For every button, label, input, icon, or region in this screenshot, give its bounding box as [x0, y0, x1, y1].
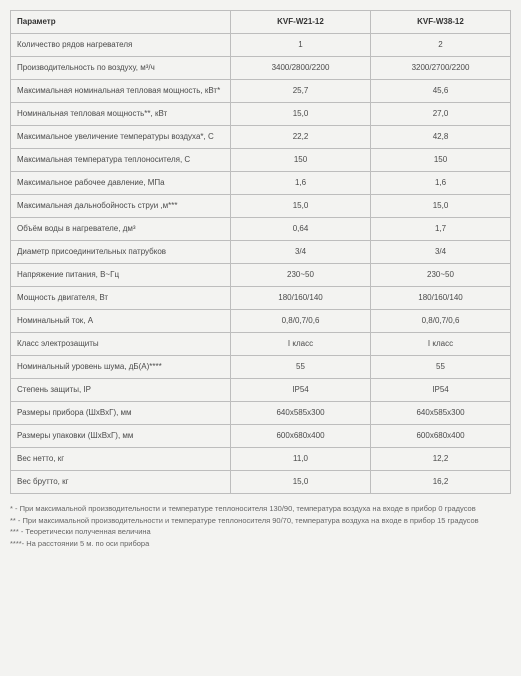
value-model-a: 640х585х300	[231, 402, 371, 425]
table-row: Номинальный ток, А0,8/0,7/0,60,8/0,7/0,6	[11, 310, 511, 333]
table-row: Количество рядов нагревателя12	[11, 34, 511, 57]
param-label: Максимальное увеличение температуры возд…	[11, 126, 231, 149]
value-model-a: 25,7	[231, 80, 371, 103]
param-label: Объём воды в нагревателе, дм³	[11, 218, 231, 241]
value-model-a: 1,6	[231, 172, 371, 195]
value-model-a: 22,2	[231, 126, 371, 149]
footnote-2: ** - При максимальной производительности…	[10, 516, 511, 527]
table-row: Объём воды в нагревателе, дм³0,641,7	[11, 218, 511, 241]
param-label: Количество рядов нагревателя	[11, 34, 231, 57]
param-label: Максимальное рабочее давление, МПа	[11, 172, 231, 195]
value-model-b: 45,6	[371, 80, 511, 103]
value-model-a: 150	[231, 149, 371, 172]
value-model-a: 0,8/0,7/0,6	[231, 310, 371, 333]
value-model-a: 180/160/140	[231, 287, 371, 310]
value-model-b: IP54	[371, 379, 511, 402]
value-model-b: 640х585х300	[371, 402, 511, 425]
table-row: Размеры упаковки (ШхВхГ), мм600х680х4006…	[11, 425, 511, 448]
value-model-b: 1,7	[371, 218, 511, 241]
value-model-a: 11,0	[231, 448, 371, 471]
value-model-b: 1,6	[371, 172, 511, 195]
table-row: Класс электрозащитыI классI класс	[11, 333, 511, 356]
table-row: Вес нетто, кг11,012,2	[11, 448, 511, 471]
param-label: Номинальный ток, А	[11, 310, 231, 333]
header-parameter: Параметр	[11, 11, 231, 34]
table-row: Максимальное увеличение температуры возд…	[11, 126, 511, 149]
table-row: Номинальный уровень шума, дБ(А)****5555	[11, 356, 511, 379]
table-row: Максимальная номинальная тепловая мощнос…	[11, 80, 511, 103]
value-model-b: 150	[371, 149, 511, 172]
footnote-1: * - При максимальной производительности …	[10, 504, 511, 515]
param-label: Размеры упаковки (ШхВхГ), мм	[11, 425, 231, 448]
param-label: Степень защиты, IP	[11, 379, 231, 402]
table-row: Максимальное рабочее давление, МПа1,61,6	[11, 172, 511, 195]
param-label: Производительность по воздуху, м³/ч	[11, 57, 231, 80]
value-model-b: 3200/2700/2200	[371, 57, 511, 80]
value-model-b: 27,0	[371, 103, 511, 126]
param-label: Размеры прибора (ШхВхГ), мм	[11, 402, 231, 425]
value-model-a: 3400/2800/2200	[231, 57, 371, 80]
value-model-b: 600х680х400	[371, 425, 511, 448]
value-model-b: 3/4	[371, 241, 511, 264]
value-model-b: 2	[371, 34, 511, 57]
table-row: Размеры прибора (ШхВхГ), мм640х585х30064…	[11, 402, 511, 425]
value-model-a: I класс	[231, 333, 371, 356]
param-label: Максимальная температура теплоносителя, …	[11, 149, 231, 172]
param-label: Класс электрозащиты	[11, 333, 231, 356]
header-model-a: KVF-W21-12	[231, 11, 371, 34]
value-model-a: 1	[231, 34, 371, 57]
param-label: Номинальная тепловая мощность**, кВт	[11, 103, 231, 126]
table-row: Производительность по воздуху, м³/ч3400/…	[11, 57, 511, 80]
value-model-a: 15,0	[231, 471, 371, 494]
param-label: Мощность двигателя, Вт	[11, 287, 231, 310]
value-model-b: I класс	[371, 333, 511, 356]
param-label: Напряжение питания, В~Гц	[11, 264, 231, 287]
value-model-b: 55	[371, 356, 511, 379]
table-row: Степень защиты, IPIP54IP54	[11, 379, 511, 402]
value-model-b: 42,8	[371, 126, 511, 149]
param-label: Максимальная номинальная тепловая мощнос…	[11, 80, 231, 103]
value-model-a: 600х680х400	[231, 425, 371, 448]
footnote-3: *** - Теоретически полученная величина	[10, 527, 511, 538]
spec-table: Параметр KVF-W21-12 KVF-W38-12 Количеств…	[10, 10, 511, 494]
table-row: Максимальная дальнобойность струи ,м***1…	[11, 195, 511, 218]
value-model-a: 230~50	[231, 264, 371, 287]
value-model-b: 230~50	[371, 264, 511, 287]
value-model-a: 15,0	[231, 195, 371, 218]
table-row: Номинальная тепловая мощность**, кВт15,0…	[11, 103, 511, 126]
param-label: Диаметр присоединительных патрубков	[11, 241, 231, 264]
footnote-4: ****- На расстоянии 5 м. по оси прибора	[10, 539, 511, 550]
param-label: Вес брутто, кг	[11, 471, 231, 494]
footnotes: * - При максимальной производительности …	[10, 504, 511, 549]
table-row: Вес брутто, кг15,016,2	[11, 471, 511, 494]
param-label: Максимальная дальнобойность струи ,м***	[11, 195, 231, 218]
value-model-a: IP54	[231, 379, 371, 402]
table-row: Максимальная температура теплоносителя, …	[11, 149, 511, 172]
table-row: Напряжение питания, В~Гц230~50230~50	[11, 264, 511, 287]
header-model-b: KVF-W38-12	[371, 11, 511, 34]
value-model-b: 15,0	[371, 195, 511, 218]
value-model-a: 0,64	[231, 218, 371, 241]
value-model-b: 0,8/0,7/0,6	[371, 310, 511, 333]
value-model-a: 55	[231, 356, 371, 379]
value-model-a: 3/4	[231, 241, 371, 264]
table-row: Диаметр присоединительных патрубков3/43/…	[11, 241, 511, 264]
value-model-a: 15,0	[231, 103, 371, 126]
table-header-row: Параметр KVF-W21-12 KVF-W38-12	[11, 11, 511, 34]
value-model-b: 12,2	[371, 448, 511, 471]
param-label: Номинальный уровень шума, дБ(А)****	[11, 356, 231, 379]
param-label: Вес нетто, кг	[11, 448, 231, 471]
value-model-b: 16,2	[371, 471, 511, 494]
value-model-b: 180/160/140	[371, 287, 511, 310]
table-row: Мощность двигателя, Вт180/160/140180/160…	[11, 287, 511, 310]
